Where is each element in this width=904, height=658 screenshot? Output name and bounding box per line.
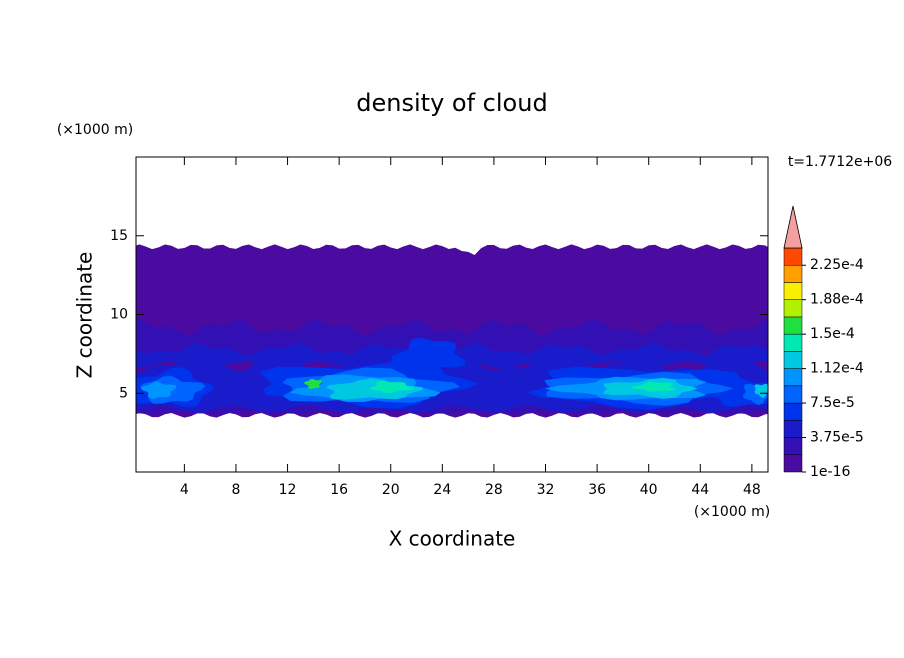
colorbar-band <box>783 454 803 473</box>
x-tick-label: 28 <box>485 482 503 498</box>
colorbar-band <box>783 282 803 300</box>
contour-region <box>391 337 466 372</box>
x-tick-label: 4 <box>180 482 189 498</box>
contour-region <box>754 383 768 398</box>
contour-region <box>140 381 177 399</box>
colorbar-tick-label: 2.25e-4 <box>810 257 864 273</box>
colorbar-tick-label: 1.5e-4 <box>810 326 855 342</box>
colorbar-band <box>783 420 803 438</box>
x-tick-label: 44 <box>691 482 709 498</box>
y-tick-label: 5 <box>119 385 128 401</box>
colorbar-band <box>783 264 803 283</box>
colorbar-band <box>783 385 803 404</box>
colorbar-band <box>783 368 803 387</box>
colorbar-band <box>783 437 803 456</box>
colorbar-band <box>783 299 803 318</box>
x-tick-label: 20 <box>382 482 400 498</box>
colorbar-band <box>783 316 803 335</box>
x-tick-label: 48 <box>743 482 761 498</box>
y-tick-label: 10 <box>110 307 128 323</box>
x-axis-label: X coordinate <box>389 527 516 551</box>
colorbar-tick-label: 1e-16 <box>810 464 850 480</box>
contour-region <box>304 378 322 390</box>
y-axis-label: Z coordinate <box>73 252 97 379</box>
colorbar-tick-label: 7.5e-5 <box>810 395 855 411</box>
colorbar-band <box>783 402 803 421</box>
x-unit: (×1000 m) <box>694 504 770 520</box>
time-label: t=1.7712e+06 <box>788 154 892 170</box>
x-tick-label: 16 <box>330 482 348 498</box>
x-tick-label: 12 <box>279 482 297 498</box>
colorbar-band <box>783 351 803 369</box>
x-tick-label: 40 <box>640 482 658 498</box>
x-tick-label: 8 <box>231 482 240 498</box>
contour-region <box>630 381 676 392</box>
colorbar-tick-label: 1.12e-4 <box>810 361 864 377</box>
y-unit: (×1000 m) <box>57 122 133 138</box>
x-tick-label: 32 <box>537 482 555 498</box>
contour-field <box>136 244 768 418</box>
y-tick-label: 15 <box>110 228 128 244</box>
colorbar-extend <box>783 205 803 249</box>
colorbar-tick-label: 3.75e-5 <box>810 430 864 446</box>
colorbar-band <box>783 333 803 352</box>
x-tick-label: 36 <box>588 482 606 498</box>
chart-title: density of cloud <box>356 89 547 117</box>
x-tick-label: 24 <box>433 482 451 498</box>
colorbar-band <box>783 247 803 266</box>
colorbar-tick-label: 1.88e-4 <box>810 292 864 308</box>
contour-region <box>369 380 415 394</box>
